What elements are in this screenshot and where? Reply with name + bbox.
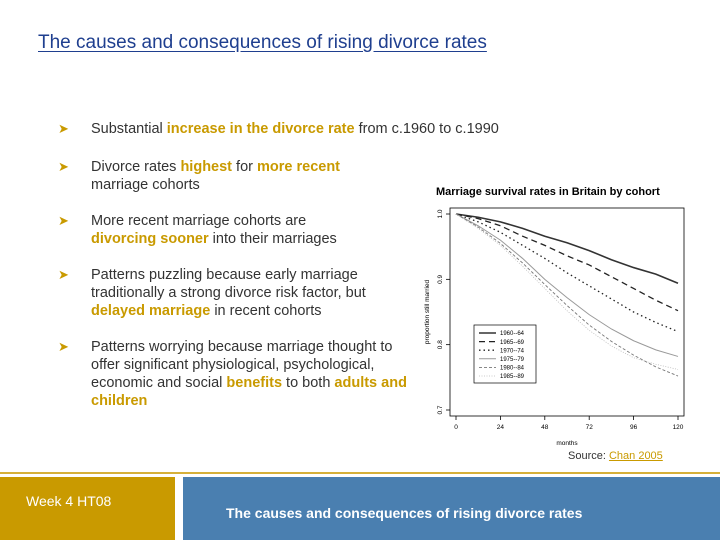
x-tick-label: 120: [673, 424, 684, 431]
bullet-highlight: adults and children: [91, 375, 407, 409]
footer-divider: [0, 472, 720, 474]
footer-title: The causes and consequences of rising di…: [226, 505, 583, 521]
y-tick-label: 1.0: [437, 209, 444, 218]
legend-label: 1980--84: [500, 366, 525, 372]
legend-box: [473, 324, 537, 384]
arrow-bullet-icon: ➤: [58, 213, 69, 228]
bullet-text: Patterns puzzling because early marriage…: [91, 267, 366, 301]
bullet-highlight: delayed marriage: [91, 303, 211, 319]
survival-line-chart: 0 24 48 72 96 120 0.7 0.8 0.9 1.0 months proportion…: [424, 207, 685, 445]
bullet-text: to both: [282, 375, 335, 391]
bullet-text: Substantial: [91, 121, 167, 137]
bullet-item: ➤ More recent marriage cohorts are divor…: [58, 212, 418, 248]
series-line-5: [455, 213, 679, 377]
x-tick-label: 48: [541, 424, 549, 431]
footer-week-panel: Week 4 HT08: [0, 477, 175, 540]
series-line-1: [455, 213, 679, 284]
legend-label: 1985--89: [500, 374, 525, 380]
plot-frame: [449, 207, 685, 417]
arrow-bullet-icon: ➤: [58, 121, 69, 136]
bullet-text: Divorce rates: [91, 159, 181, 175]
bullet-text: marriage cohorts: [91, 177, 200, 193]
bullet-highlight: highest: [180, 159, 233, 175]
chart-caption: Marriage survival rates in Britain by co…: [436, 186, 660, 198]
series-line-2: [455, 213, 679, 312]
y-tick-label: 0.9: [437, 274, 444, 283]
arrow-bullet-icon: ➤: [58, 159, 69, 174]
bullet-item: ➤ Substantial increase in the divorce ra…: [58, 120, 499, 138]
arrow-bullet-icon: ➤: [58, 267, 69, 282]
x-tick-label: 96: [630, 424, 638, 431]
bullet-text: for: [232, 159, 257, 175]
legend-label: 1960--64: [500, 331, 525, 337]
bullet-text: More recent marriage cohorts are: [91, 213, 307, 229]
x-tick-label: 72: [586, 424, 594, 431]
bullet-text: into their marriages: [208, 231, 337, 247]
footer-week-label: Week 4 HT08: [26, 493, 112, 509]
series-line-4: [455, 213, 679, 357]
bullet-highlight: more recent: [257, 159, 341, 175]
footer-gap: [175, 477, 183, 540]
slide-title: The causes and consequences of rising di…: [38, 32, 487, 53]
footer-title-panel: The causes and consequences of rising di…: [183, 477, 720, 540]
bullet-highlight: increase in the divorce rate: [166, 121, 355, 137]
bullet-item: ➤ Divorce rates highest for more recent …: [58, 158, 418, 194]
arrow-bullet-icon: ➤: [58, 339, 69, 354]
bullet-highlight: benefits: [226, 375, 283, 391]
y-axis-label: proportion still married: [424, 279, 431, 344]
legend-label: 1975--79: [500, 357, 525, 363]
bullet-item: ➤ Patterns worrying because marriage tho…: [58, 338, 418, 410]
y-tick-label: 0.7: [437, 405, 444, 414]
x-tick-label: 0: [454, 424, 458, 431]
bullet-highlight: divorcing sooner: [91, 231, 209, 247]
y-tick-label: 0.8: [437, 340, 444, 349]
source-prefix: Source:: [568, 450, 609, 462]
legend-label: 1970--74: [500, 348, 525, 354]
series-line-6: [455, 213, 679, 370]
series-line-3: [455, 213, 679, 333]
legend-label: 1965--69: [500, 340, 525, 346]
bullet-text: in recent cohorts: [210, 303, 322, 319]
source-credit: Source: Chan 2005: [568, 450, 663, 462]
bullet-item: ➤ Patterns puzzling because early marria…: [58, 266, 418, 320]
bullet-text: from c.1960 to c.1990: [354, 121, 499, 137]
source-link[interactable]: Chan 2005: [608, 450, 663, 462]
x-axis-label: months: [556, 440, 578, 445]
bullet-text: Patterns worrying because marriage thoug…: [91, 339, 393, 391]
x-tick-label: 24: [497, 424, 505, 431]
bullet-list: ➤ Substantial increase in the divorce ra…: [58, 120, 499, 410]
